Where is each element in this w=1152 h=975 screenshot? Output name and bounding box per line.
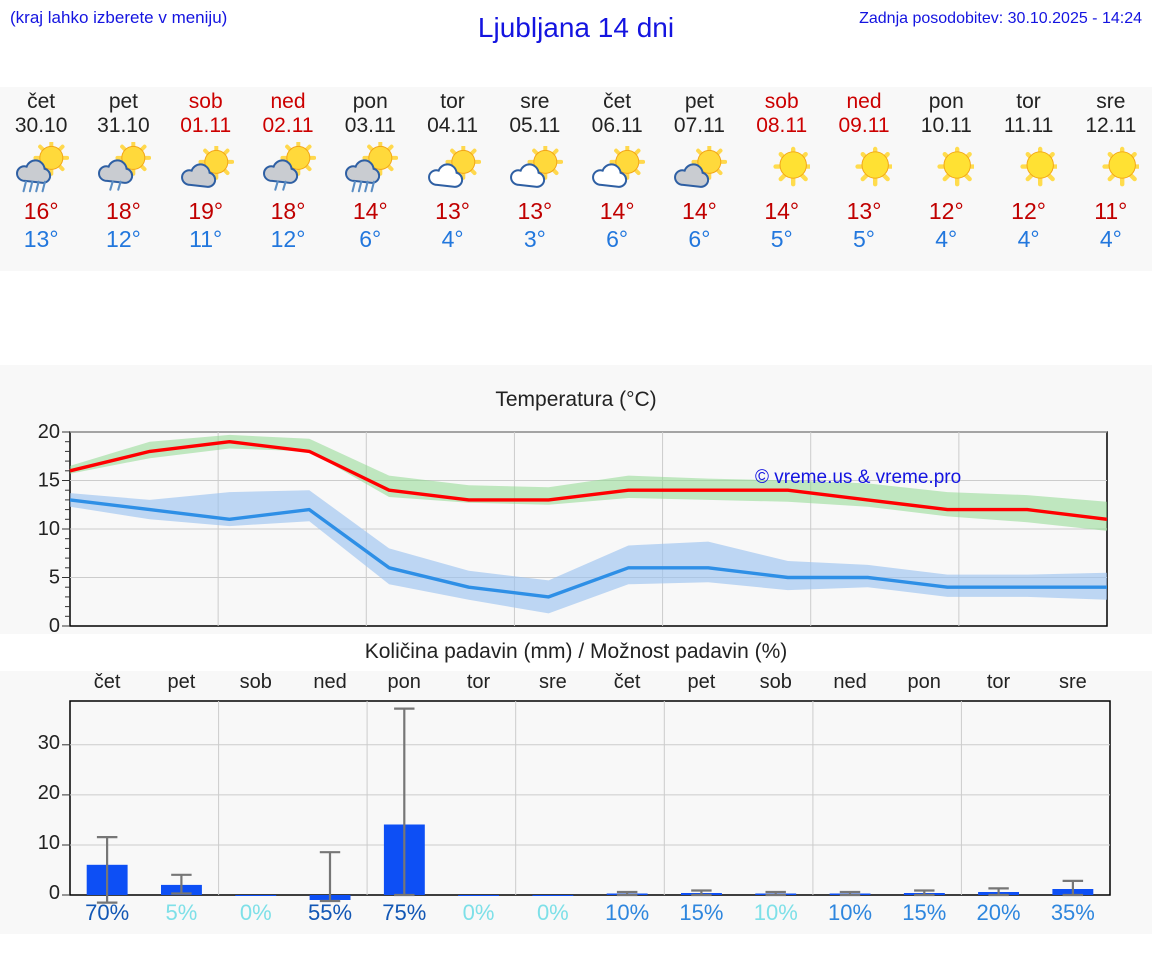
- svg-text:© vreme.us & vreme.pro: © vreme.us & vreme.pro: [755, 467, 961, 488]
- svg-text:30: 30: [38, 732, 60, 754]
- svg-text:20: 20: [38, 421, 60, 443]
- svg-text:20: 20: [38, 782, 60, 804]
- svg-text:15: 15: [38, 470, 60, 492]
- svg-text:0: 0: [49, 615, 60, 637]
- svg-text:5: 5: [49, 567, 60, 589]
- svg-text:10: 10: [38, 518, 60, 540]
- svg-text:10: 10: [38, 832, 60, 854]
